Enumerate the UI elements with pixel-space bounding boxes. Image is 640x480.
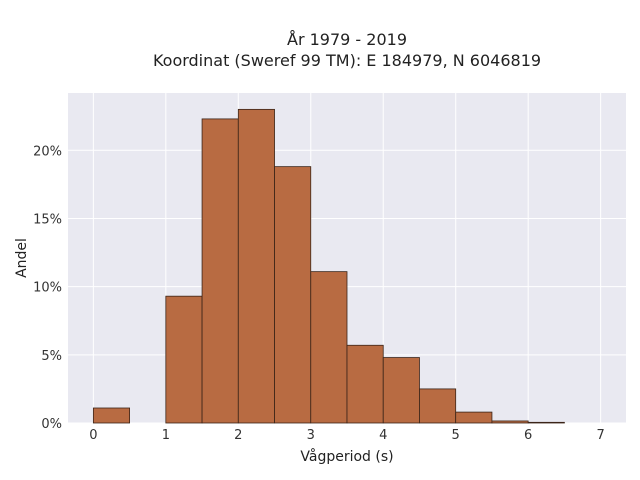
y-axis-label: Andel (14, 238, 30, 278)
bars (92, 108, 565, 424)
y-tick-label: 10% (33, 281, 62, 296)
histogram-bar (165, 295, 203, 424)
x-tick-label: 1 (162, 428, 170, 443)
histogram-bar (310, 271, 348, 424)
chart-title-line1: År 1979 - 2019 (287, 30, 407, 49)
x-tick-label: 6 (524, 428, 532, 443)
x-tick-label: 5 (452, 428, 460, 443)
x-tick-label: 4 (379, 428, 387, 443)
histogram-bar (455, 411, 493, 424)
y-tick-labels: 0% 5% 10% 15% 20% (33, 144, 62, 432)
x-tick-label: 2 (234, 428, 242, 443)
histogram-bar (201, 118, 239, 424)
x-axis-label: Vågperiod (s) (300, 448, 393, 465)
x-tick-labels: 0 1 2 3 4 5 6 7 (89, 428, 605, 443)
histogram-bar (346, 344, 384, 424)
chart-title-line2: Koordinat (Sweref 99 TM): E 184979, N 60… (153, 51, 541, 70)
x-tick-label: 7 (596, 428, 604, 443)
histogram-bar (527, 421, 565, 424)
x-tick-label: 3 (307, 428, 315, 443)
x-tick-label: 0 (89, 428, 97, 443)
histogram-bar (92, 407, 130, 424)
histogram-bar (419, 388, 457, 424)
y-tick-label: 5% (41, 349, 62, 364)
y-tick-label: 0% (41, 417, 62, 432)
y-tick-label: 15% (33, 212, 62, 227)
histogram-bar (382, 357, 420, 424)
histogram-bar (237, 108, 275, 424)
y-tick-label: 20% (33, 144, 62, 159)
histogram-bar (274, 166, 312, 424)
histogram-bar (491, 420, 529, 424)
